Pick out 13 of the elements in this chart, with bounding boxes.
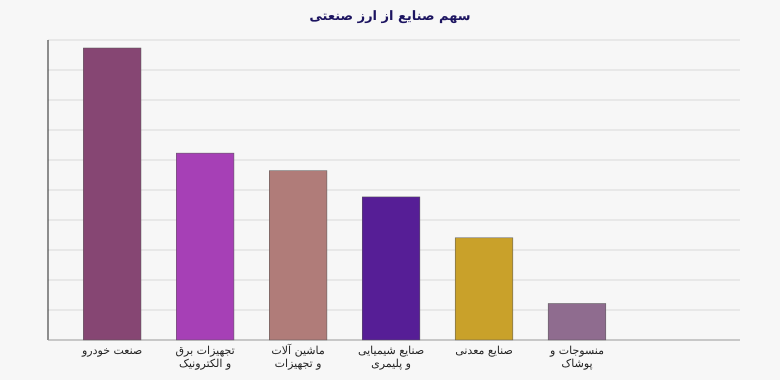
- bar: [83, 48, 142, 340]
- x-tick-label: ماشین آلات و تجهیزات: [271, 343, 325, 370]
- bar: [362, 196, 420, 340]
- x-tick-label: صنایع معدنی: [455, 344, 513, 357]
- bar: [176, 152, 234, 340]
- bar: [454, 238, 514, 340]
- x-tick-label: صنایع شیمیایی و پلیمری: [358, 344, 424, 370]
- bar: [548, 303, 606, 340]
- bar: [269, 170, 328, 340]
- chart-title: سهم صنایع از ارز صنعتی: [309, 9, 471, 24]
- x-tick-label: منسوجات و پوشاک: [548, 344, 604, 370]
- x-tick-label: تجهیزات برق و الکترونیک: [176, 344, 235, 370]
- x-tick-label: صنعت خودرو: [81, 344, 142, 357]
